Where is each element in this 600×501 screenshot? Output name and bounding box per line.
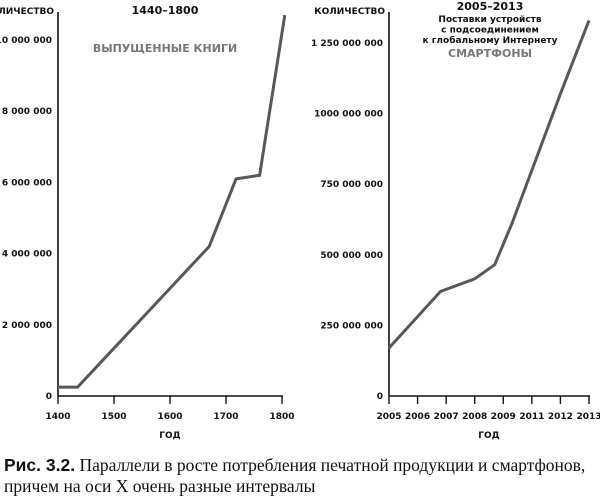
books-chart-title: 1440–1800 bbox=[132, 4, 199, 17]
smartphones-y-tick-label: 250 000 000 bbox=[320, 321, 383, 331]
books-x-tick-label: 1600 bbox=[157, 412, 182, 422]
smartphones-chart-subtitle: Поставки устройств bbox=[438, 15, 541, 25]
smartphones-y-axis-label: КОЛИЧЕСТВО bbox=[314, 7, 385, 17]
smartphones-x-tick-label: 2009 bbox=[491, 412, 516, 422]
smartphones-x-tick-label: 2008 bbox=[462, 412, 487, 422]
caption-label: Рис. 3.2. bbox=[4, 455, 76, 475]
books-x-tick-label: 1500 bbox=[101, 412, 126, 422]
books-y-tick-label: 6 000 000 bbox=[2, 178, 52, 188]
smartphones-x-axis-label: ГОД bbox=[478, 431, 499, 441]
smartphones-x-tick-label: 2005 bbox=[376, 412, 401, 422]
smartphones-x-tick-label: 2006 bbox=[405, 412, 430, 422]
books-y-axis-label: КОЛИЧЕСТВО bbox=[0, 7, 54, 17]
smartphones-chart-subtitle: с подсоединением bbox=[441, 26, 539, 36]
figure-caption: Рис. 3.2. Параллели в росте потребления … bbox=[4, 455, 600, 497]
smartphones-y-tick-label: 0 bbox=[377, 392, 383, 402]
caption-text: Параллели в росте потребления печатной п… bbox=[4, 455, 586, 496]
books-x-tick-label: 1400 bbox=[45, 412, 70, 422]
books-series-label: ВЫПУЩЕННЫЕ КНИГИ bbox=[93, 42, 237, 55]
books-y-tick-label: 8 000 000 bbox=[2, 107, 52, 117]
chart-figure: КОЛИЧЕСТВО 0 2 000 000 4 000 000 6 000 000 8 … bbox=[0, 0, 600, 441]
books-series-line bbox=[58, 14, 287, 389]
books-y-tick-label: 0 bbox=[46, 392, 52, 402]
books-x-axis-label: ГОД bbox=[159, 431, 180, 441]
smartphones-x-tick-label: 2012 bbox=[548, 412, 573, 422]
smartphones-y-tick-label: 750 000 000 bbox=[320, 180, 383, 190]
smartphones-x-tick-label: 2007 bbox=[434, 412, 459, 422]
smartphones-series-label: СМАРТФОНЫ bbox=[448, 47, 532, 60]
smartphones-y-tick-label: 1 250 000 000 bbox=[311, 39, 383, 49]
books-x-tick-label: 1800 bbox=[269, 412, 294, 422]
smartphones-x-tick-label: 2011 bbox=[519, 412, 544, 422]
smartphones-chart-subtitle: к глобальному Интернету bbox=[422, 35, 557, 46]
smartphones-y-tick-label: 500 000 000 bbox=[320, 251, 383, 261]
books-x-tick-label: 1700 bbox=[213, 412, 238, 422]
smartphones-x-tick-label: 2013 bbox=[576, 412, 600, 422]
smartphones-y-tick-label: 1000 000 000 bbox=[314, 110, 383, 120]
smartphones-chart-title: 2005–2013 bbox=[457, 0, 524, 13]
books-y-tick-label: 4 000 000 bbox=[2, 250, 52, 260]
books-y-tick-label: 10 000 000 bbox=[0, 36, 52, 46]
books-y-tick-label: 2 000 000 bbox=[2, 321, 52, 331]
smartphones-series-line bbox=[387, 19, 591, 350]
